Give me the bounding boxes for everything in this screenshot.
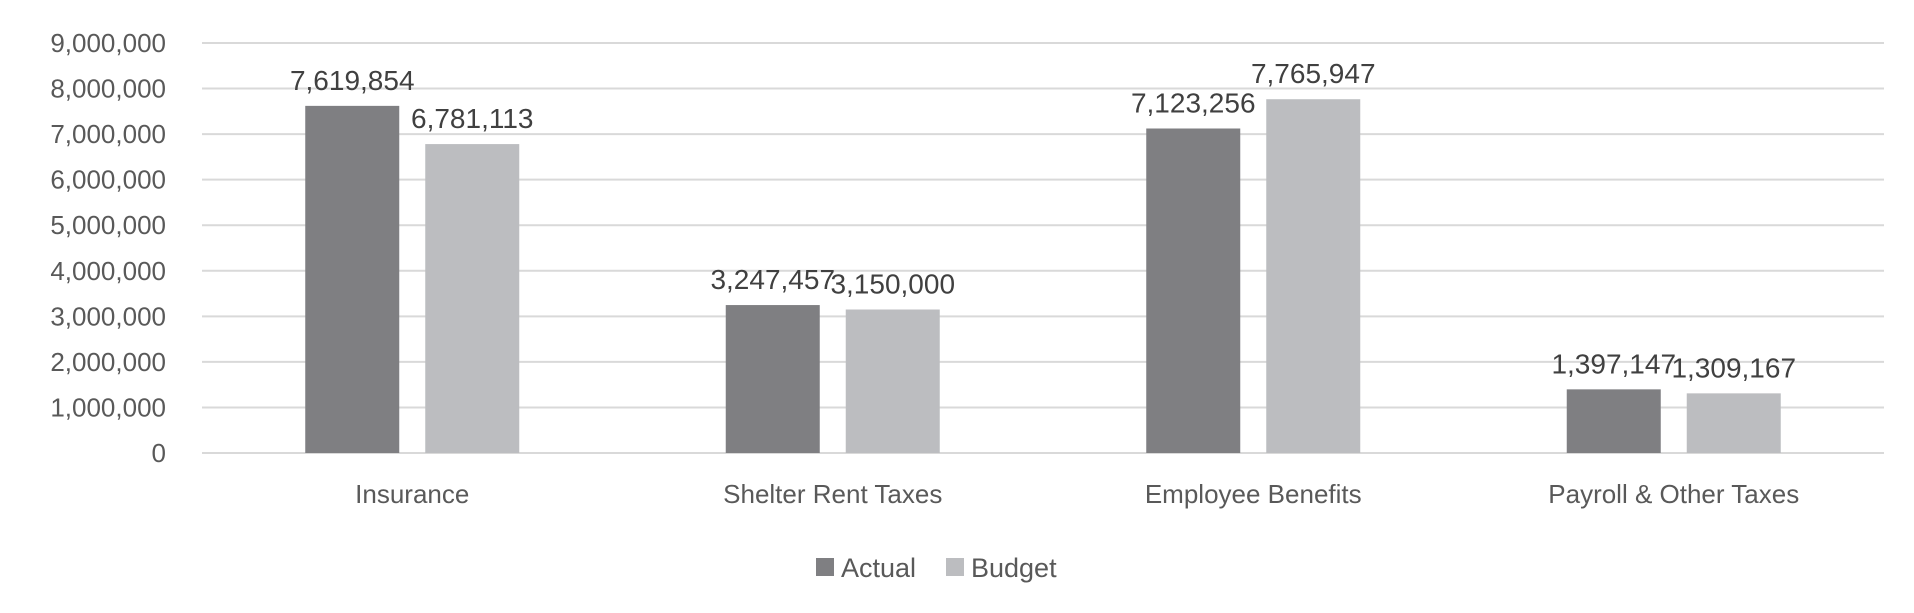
y-tick-label: 0 bbox=[152, 438, 166, 468]
y-tick-label: 1,000,000 bbox=[50, 392, 166, 422]
data-label-actual: 3,247,457 bbox=[710, 264, 835, 295]
y-tick-label: 9,000,000 bbox=[50, 28, 166, 58]
bar-actual-1 bbox=[305, 105, 400, 453]
y-tick-label: 3,000,000 bbox=[50, 301, 166, 331]
category-label: Shelter Rent Taxes bbox=[723, 479, 942, 509]
legend-label-actual: Actual bbox=[841, 553, 916, 583]
bar-actual-4 bbox=[1566, 389, 1661, 453]
y-tick-label: 7,000,000 bbox=[50, 119, 166, 149]
bars bbox=[305, 99, 1781, 454]
bar-budget-2 bbox=[845, 309, 940, 453]
data-label-actual: 7,619,854 bbox=[290, 65, 415, 96]
bar-budget-1 bbox=[425, 144, 520, 453]
data-label-budget: 6,781,113 bbox=[411, 103, 534, 134]
y-axis-tick-labels: 0 1,000,000 2,000,000 3,000,000 4,000,000 5,0… bbox=[50, 28, 166, 468]
y-tick-label: 4,000,000 bbox=[50, 256, 166, 286]
data-label-budget: 3,150,000 bbox=[830, 269, 955, 300]
y-tick-label: 5,000,000 bbox=[50, 210, 166, 240]
bar-actual-3 bbox=[1146, 128, 1241, 454]
legend-swatch-actual bbox=[816, 558, 834, 576]
legend: Actual Budget bbox=[816, 553, 1057, 583]
y-tick-label: 2,000,000 bbox=[50, 347, 166, 377]
legend-swatch-budget bbox=[946, 558, 964, 576]
x-axis-category-labels: Insurance Shelter Rent Taxes Employee Bene… bbox=[355, 479, 1799, 509]
legend-label-budget: Budget bbox=[971, 553, 1057, 583]
bar-actual-2 bbox=[725, 305, 820, 453]
category-label: Insurance bbox=[355, 479, 469, 509]
y-tick-label: 8,000,000 bbox=[50, 74, 166, 104]
data-label-budget: 7,765,947 bbox=[1251, 58, 1376, 89]
data-label-actual: 7,123,256 bbox=[1131, 87, 1256, 118]
bar-budget-3 bbox=[1266, 99, 1361, 454]
category-label: Employee Benefits bbox=[1145, 479, 1362, 509]
bar-budget-4 bbox=[1686, 393, 1781, 453]
y-tick-label: 6,000,000 bbox=[50, 165, 166, 195]
data-label-actual: 1,397,147 bbox=[1551, 348, 1676, 379]
data-label-budget: 1,309,167 bbox=[1671, 352, 1796, 383]
category-label: Payroll & Other Taxes bbox=[1548, 479, 1799, 509]
